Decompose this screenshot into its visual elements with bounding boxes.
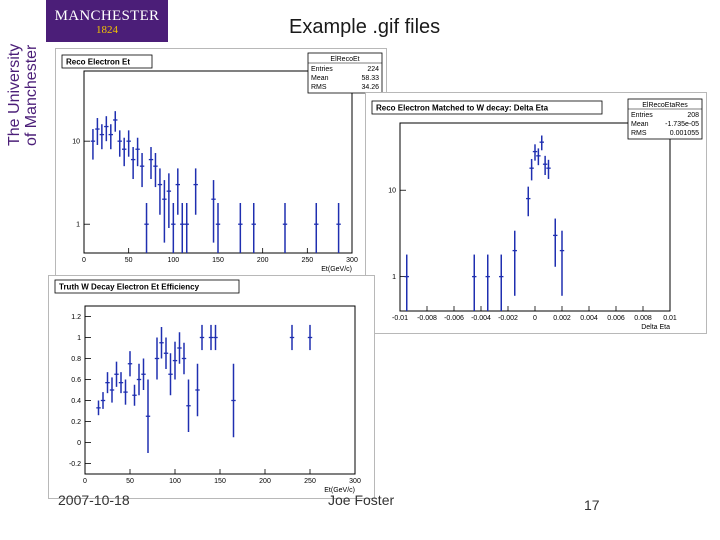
x-tick-label: 0 bbox=[82, 257, 86, 264]
chart-title-box bbox=[54, 279, 240, 294]
x-axis-label: Et(GeV/c) bbox=[321, 266, 352, 273]
x-tick-label: 0.008 bbox=[634, 315, 652, 322]
y-tick-label: 0 bbox=[77, 440, 81, 447]
x-tick-label: 0.01 bbox=[663, 315, 677, 322]
stats-value: 58.33 bbox=[361, 75, 379, 82]
x-tick-label: -0.006 bbox=[444, 315, 464, 322]
x-tick-label: 100 bbox=[169, 478, 181, 485]
x-tick-label: 250 bbox=[301, 257, 313, 264]
x-tick-label: 50 bbox=[126, 478, 134, 485]
chart-panel-et-efficiency: 0 50 100 150 200 250 300 -0.2 0 0.2 0.4 0.6 0.8 1 1.2 E… bbox=[48, 275, 375, 499]
stats-value: 224 bbox=[367, 66, 379, 73]
university-name-line1: The University bbox=[6, 43, 23, 146]
chart-delta-eta: -0.01 -0.008 -0.006 -0.004 -0.002 0 0.002 0.004… bbox=[371, 98, 703, 331]
x-tick-label: 0.006 bbox=[607, 315, 625, 322]
stats-value: -1.735e-05 bbox=[665, 121, 699, 128]
footer-date: 2007-10-18 bbox=[58, 492, 130, 508]
stats-box bbox=[627, 98, 703, 140]
y-tick-label: 0.2 bbox=[71, 419, 81, 426]
chart-title-box bbox=[371, 100, 603, 115]
x-tick-label: 0.004 bbox=[580, 315, 598, 322]
stats-label: Mean bbox=[631, 121, 649, 128]
chart-title-box bbox=[61, 54, 153, 69]
x-tick-label: 200 bbox=[259, 478, 271, 485]
logo-wordmark: MANCHESTER bbox=[54, 8, 160, 24]
x-axis-label: Delta Eta bbox=[641, 324, 670, 331]
x-tick-label: 150 bbox=[214, 478, 226, 485]
x-tick-label: 150 bbox=[212, 257, 224, 264]
stats-value: 208 bbox=[687, 112, 699, 119]
slide-title: Example .gif files bbox=[289, 16, 441, 38]
y-tick-label: 10 bbox=[388, 188, 396, 195]
x-tick-label: -0.008 bbox=[417, 315, 437, 322]
chart-reco-electron-et: 0 50 100 150 200 250 300 1 10 Et(GeV/c) Reco Elect… bbox=[61, 52, 383, 273]
y-tick-label: -0.2 bbox=[69, 461, 81, 468]
chart-title: Reco Electron Et bbox=[66, 58, 130, 67]
x-tick-label: 0.002 bbox=[553, 315, 571, 322]
x-tick-label: 100 bbox=[167, 257, 179, 264]
x-tick-label: 300 bbox=[346, 257, 358, 264]
x-tick-label: 300 bbox=[349, 478, 361, 485]
stats-box bbox=[307, 52, 383, 94]
x-axis-label: Et(GeV/c) bbox=[324, 487, 355, 494]
y-tick-label: 0.6 bbox=[71, 377, 81, 384]
x-tick-label: 0 bbox=[83, 478, 87, 485]
y-tick-label: 0.4 bbox=[71, 398, 81, 405]
y-tick-label: 1.2 bbox=[71, 314, 81, 321]
chart-et-efficiency: 0 50 100 150 200 250 300 -0.2 0 0.2 0.4 0.6 0.8 1 1.2 E… bbox=[54, 279, 361, 494]
stats-label: RMS bbox=[311, 84, 327, 91]
stats-label: Mean bbox=[311, 75, 329, 82]
x-tick-label: 200 bbox=[257, 257, 269, 264]
y-tick-label: 0.8 bbox=[71, 356, 81, 363]
y-tick-label: 1 bbox=[77, 335, 81, 342]
stats-name: ElRecoEt bbox=[330, 56, 359, 63]
university-name: The University of Manchester bbox=[6, 44, 40, 146]
page-number: 17 bbox=[584, 497, 600, 513]
x-tick-label: -0.01 bbox=[392, 315, 408, 322]
x-tick-label: 250 bbox=[304, 478, 316, 485]
chart-panel-delta-eta: -0.01 -0.008 -0.006 -0.004 -0.002 0 0.002 0.004… bbox=[365, 92, 707, 334]
stats-name: ElRecoEtaRes bbox=[642, 102, 688, 109]
y-tick-label: 10 bbox=[72, 139, 80, 146]
chart-panel-reco-electron-et: 0 50 100 150 200 250 300 1 10 Et(GeV/c) Reco Elect… bbox=[55, 48, 387, 278]
y-tick-label: 1 bbox=[392, 274, 396, 281]
chart-title: Reco Electron Matched to W decay: Delta … bbox=[376, 104, 549, 113]
chart-title: Truth W Decay Electron Et Efficiency bbox=[59, 283, 200, 292]
x-tick-label: 50 bbox=[125, 257, 133, 264]
logo-year: 1824 bbox=[96, 24, 118, 36]
university-logo: MANCHESTER 1824 bbox=[46, 0, 168, 42]
x-tick-label: -0.002 bbox=[498, 315, 518, 322]
x-tick-label: 0 bbox=[533, 315, 537, 322]
y-tick-label: 1 bbox=[76, 222, 80, 229]
footer-author: Joe Foster bbox=[328, 492, 395, 508]
stats-label: RMS bbox=[631, 130, 647, 137]
stats-label: Entries bbox=[631, 112, 653, 119]
stats-value: 34.26 bbox=[361, 84, 379, 91]
x-tick-label: -0.004 bbox=[471, 315, 491, 322]
university-name-line2: of Manchester bbox=[23, 44, 40, 146]
stats-label: Entries bbox=[311, 66, 333, 73]
stats-value: 0.001055 bbox=[670, 130, 699, 137]
